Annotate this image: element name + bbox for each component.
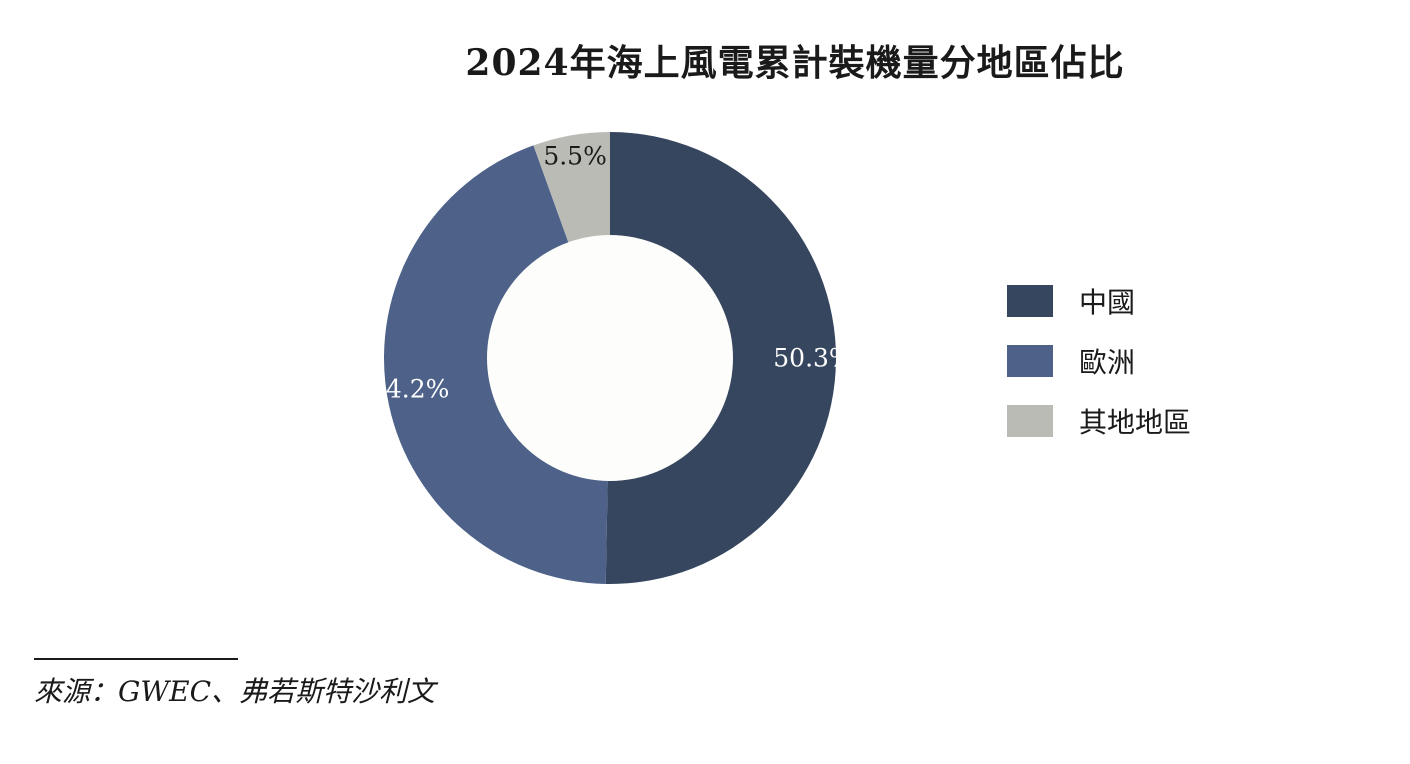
value-label-1: 50.3% — [773, 343, 852, 372]
legend-swatch — [1007, 405, 1053, 437]
legend-item: 其地地區 — [1007, 402, 1191, 440]
chart-title: 2024年海上風電累計裝機量分地區佔比 — [465, 42, 1125, 84]
donut-hole — [487, 235, 733, 481]
source-note: 來源：GWEC、弗若斯特沙利文 — [34, 675, 436, 708]
legend-label: 中國 — [1079, 286, 1136, 319]
legend-item: 中國 — [1007, 282, 1191, 320]
legend: 中國 歐洲 其地地區 — [1007, 282, 1191, 462]
legend-swatch — [1007, 285, 1053, 317]
value-labels: 50.3% 44.2% 5.5% — [370, 142, 853, 404]
value-label-2: 44.2% — [370, 375, 449, 404]
legend-swatch — [1007, 345, 1053, 377]
source-divider — [34, 658, 238, 660]
legend-label: 歐洲 — [1079, 346, 1136, 379]
legend-item: 歐洲 — [1007, 342, 1191, 380]
value-label-3: 5.5% — [543, 142, 607, 171]
legend-label: 其地地區 — [1079, 406, 1192, 439]
